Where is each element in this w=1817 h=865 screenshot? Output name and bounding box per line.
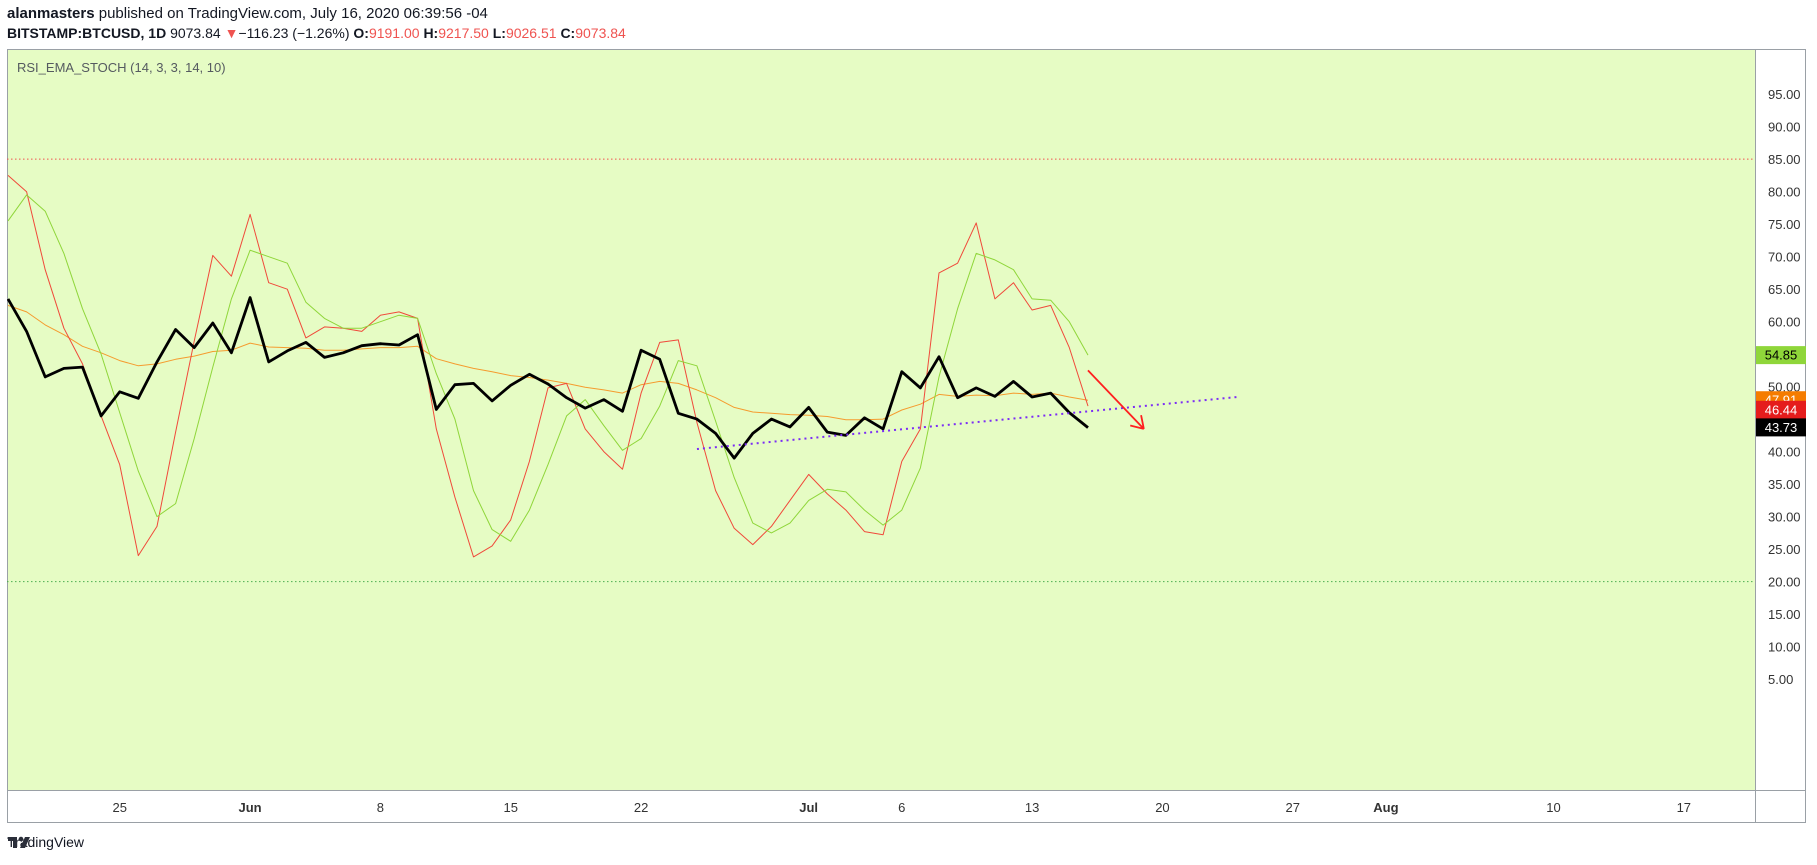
x-tick-label: 15: [504, 800, 518, 815]
last-value-badge: 43.73: [1756, 418, 1806, 437]
close-value: 9073.84: [575, 25, 626, 41]
symbol-bar: BITSTAMP:BTCUSD, 1D 9073.84 ▼−116.23 (−1…: [7, 23, 626, 43]
y-tick-label: 20.00: [1768, 575, 1801, 590]
last-value-label: 46.44: [1765, 402, 1798, 417]
low-value: 9026.51: [505, 25, 557, 41]
last-value-label: 54.85: [1765, 348, 1798, 363]
last-value-label: 43.73: [1765, 420, 1798, 435]
price-change: −116.23 (−1.26%): [238, 25, 350, 41]
y-tick-label: 40.00: [1768, 445, 1801, 460]
series-ema[interactable]: [7, 304, 1089, 421]
y-tick-label: 65.00: [1768, 282, 1801, 297]
y-tick-label: 5.00: [1768, 672, 1793, 687]
last-value-badge: 54.85: [1756, 346, 1806, 365]
trendline-drawing[interactable]: [696, 396, 1238, 451]
x-tick-label: 17: [1677, 800, 1691, 815]
y-tick-label: 10.00: [1768, 640, 1801, 655]
y-tick-label: 75.00: [1768, 217, 1801, 232]
y-tick-label: 70.00: [1768, 250, 1801, 265]
y-tick-label: 85.00: [1768, 152, 1801, 167]
y-tick-label: 60.00: [1768, 315, 1801, 330]
indicator-title[interactable]: RSI_EMA_STOCH (14, 3, 3, 14, 10): [17, 60, 226, 75]
x-tick-label: 8: [377, 800, 384, 815]
x-tick-label: 25: [112, 800, 126, 815]
series-rsi[interactable]: [7, 296, 1089, 460]
close-label: C:: [560, 25, 576, 41]
chart-header: alanmasters published on TradingView.com…: [7, 4, 488, 24]
x-tick-label: 10: [1546, 800, 1560, 815]
y-tick-label: 95.00: [1768, 87, 1801, 102]
y-tick-label: 90.00: [1768, 120, 1801, 135]
x-tick-label: 27: [1286, 800, 1300, 815]
published-text: published on TradingView.com, July 16, 2…: [98, 5, 488, 22]
low-label: L:: [492, 25, 506, 41]
arrow-drawing[interactable]: [1087, 369, 1145, 430]
x-tick-label: Jul: [799, 800, 818, 815]
chart-area[interactable]: RSI_EMA_STOCH (14, 3, 3, 14, 10) 5.00 10.…: [7, 49, 1806, 823]
x-tick-label: Aug: [1373, 800, 1398, 815]
high-value: 9217.50: [438, 25, 489, 41]
y-tick-label: 30.00: [1768, 510, 1801, 525]
open-label: O:: [353, 25, 369, 41]
arrow-head-icon: [1130, 424, 1145, 430]
x-tick-label: 6: [898, 800, 905, 815]
down-arrow-icon: ▼: [224, 25, 239, 41]
series-stoch-k[interactable]: [7, 175, 1089, 558]
y-tick-label: 50.00: [1768, 380, 1801, 395]
open-value: 9191.00: [368, 25, 420, 41]
y-tick-label: 25.00: [1768, 542, 1801, 557]
y-tick-label: 80.00: [1768, 185, 1801, 200]
y-tick-label: 35.00: [1768, 477, 1801, 492]
tradingview-logo-icon[interactable]: [7, 834, 35, 850]
x-tick-label: 13: [1025, 800, 1039, 815]
last-value-badge: 46.44: [1756, 400, 1806, 419]
x-tick-label: 20: [1155, 800, 1169, 815]
author-name[interactable]: alanmasters: [7, 5, 95, 22]
y-tick-label: 15.00: [1768, 607, 1801, 622]
x-tick-label: Jun: [238, 800, 261, 815]
footer: TradingView: [7, 834, 84, 850]
series-stoch-d[interactable]: [7, 194, 1089, 542]
high-label: H:: [423, 25, 439, 41]
x-tick-label: 22: [634, 800, 648, 815]
symbol-label[interactable]: BITSTAMP:BTCUSD, 1D: [7, 25, 167, 41]
indicator-chart[interactable]: RSI_EMA_STOCH (14, 3, 3, 14, 10) 5.00 10.…: [7, 49, 1806, 823]
arrow-head-icon: [1140, 414, 1145, 430]
last-price: 9073.84: [170, 25, 221, 41]
